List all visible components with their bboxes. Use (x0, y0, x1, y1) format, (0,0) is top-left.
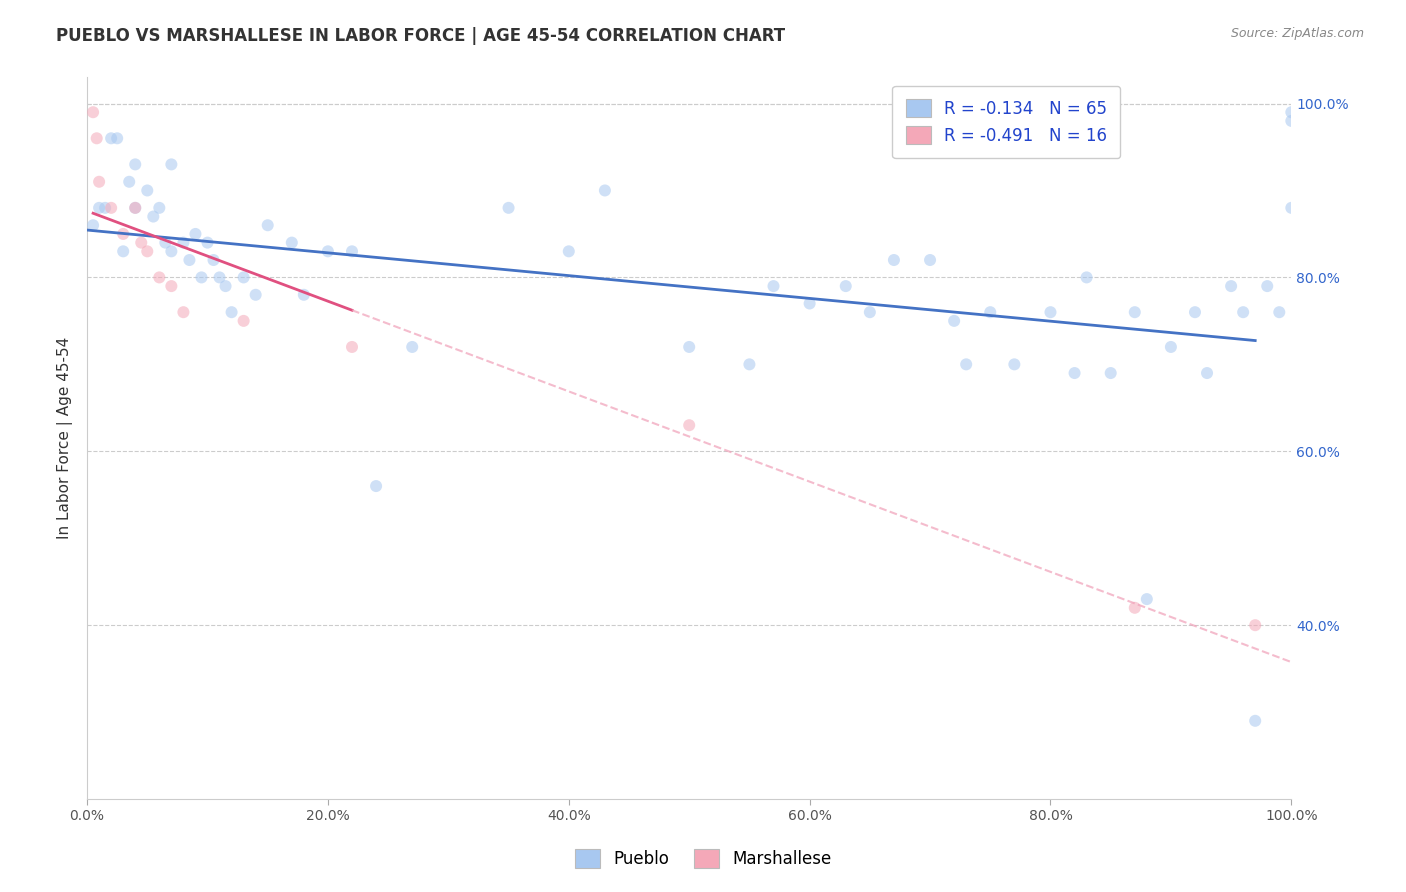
Point (558, 244, 581, 259)
Point (86, 131, 108, 145)
Point (835, 279, 858, 293)
Point (232, 270, 254, 285)
Point (197, 235, 219, 250)
Point (208, 270, 231, 285)
Point (1184, 305, 1206, 319)
Point (979, 305, 1001, 319)
Point (1099, 366, 1122, 380)
Point (100, 201, 122, 215)
Point (155, 235, 177, 250)
Point (593, 184, 616, 198)
Point (1123, 305, 1146, 319)
Point (112, 244, 135, 259)
Point (762, 279, 785, 293)
Point (943, 314, 966, 328)
Point (918, 253, 941, 268)
Point (160, 279, 183, 293)
Point (87, 201, 110, 215)
Point (118, 175, 141, 189)
Point (678, 340, 700, 354)
Point (1002, 357, 1025, 371)
Point (148, 201, 170, 215)
Point (82, 105, 104, 120)
Point (364, 479, 387, 493)
Point (202, 253, 225, 268)
Y-axis label: In Labor Force | Age 45-54: In Labor Force | Age 45-54 (58, 337, 73, 540)
Point (340, 340, 363, 354)
Point (1220, 279, 1243, 293)
Point (1160, 340, 1182, 354)
Text: Source: ZipAtlas.com: Source: ZipAtlas.com (1230, 27, 1364, 40)
Point (124, 201, 146, 215)
Point (1244, 714, 1267, 728)
Point (94, 201, 117, 215)
Point (883, 253, 905, 268)
Point (1063, 366, 1085, 380)
Point (124, 201, 146, 215)
Point (172, 235, 194, 250)
Point (256, 219, 278, 233)
Point (292, 287, 315, 301)
Point (498, 201, 520, 215)
Point (184, 227, 207, 241)
Point (1123, 600, 1146, 615)
Point (112, 227, 135, 241)
Point (799, 296, 821, 310)
Legend: Pueblo, Marshallese: Pueblo, Marshallese (568, 843, 838, 875)
Point (232, 314, 254, 328)
Point (160, 244, 183, 259)
Point (316, 244, 339, 259)
Point (124, 157, 146, 171)
Point (1268, 305, 1291, 319)
Point (214, 279, 236, 293)
Point (87, 175, 110, 189)
Point (129, 235, 152, 250)
Point (1279, 114, 1302, 128)
Point (136, 184, 159, 198)
Point (859, 305, 882, 319)
Point (160, 157, 183, 171)
Point (148, 270, 170, 285)
Point (955, 357, 977, 371)
Point (142, 210, 165, 224)
Point (1279, 105, 1302, 120)
Point (1256, 279, 1278, 293)
Point (1076, 270, 1098, 285)
Point (172, 305, 194, 319)
Point (105, 131, 128, 145)
Text: PUEBLO VS MARSHALLESE IN LABOR FORCE | AGE 45-54 CORRELATION CHART: PUEBLO VS MARSHALLESE IN LABOR FORCE | A… (56, 27, 786, 45)
Point (179, 253, 201, 268)
Point (221, 305, 243, 319)
Point (401, 340, 423, 354)
Point (1195, 366, 1218, 380)
Point (678, 418, 700, 433)
Point (136, 244, 159, 259)
Point (1039, 305, 1062, 319)
Point (190, 270, 212, 285)
Point (738, 357, 761, 371)
Point (340, 244, 363, 259)
Legend: R = -0.134   N = 65, R = -0.491   N = 16: R = -0.134 N = 65, R = -0.491 N = 16 (893, 86, 1121, 158)
Point (1244, 618, 1267, 632)
Point (245, 287, 267, 301)
Point (1279, 201, 1302, 215)
Point (281, 235, 304, 250)
Point (1136, 592, 1159, 607)
Point (100, 131, 122, 145)
Point (1232, 305, 1254, 319)
Point (82, 219, 104, 233)
